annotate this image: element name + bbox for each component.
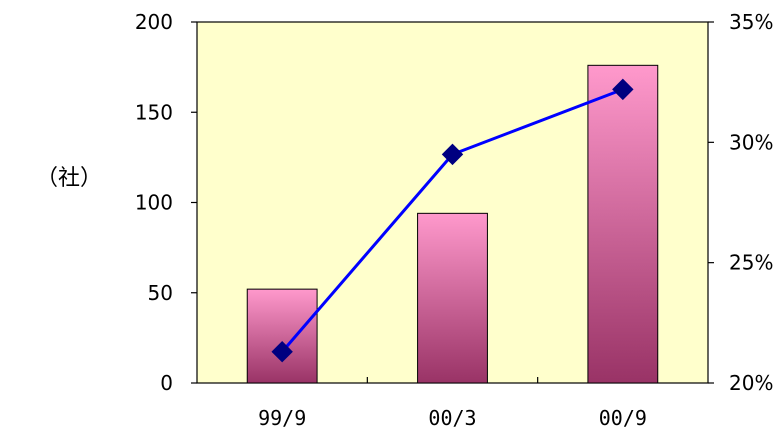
x-tick-label: 99/9 bbox=[258, 406, 306, 430]
x-tick-label: 00/9 bbox=[599, 406, 647, 430]
y-tick-label: 150 bbox=[135, 100, 173, 124]
y2-tick-label: 35% bbox=[729, 10, 773, 34]
line-point bbox=[271, 341, 293, 363]
bar bbox=[417, 212, 488, 384]
line-point bbox=[612, 78, 634, 101]
y-tick-label: 200 bbox=[135, 10, 173, 34]
bar bbox=[587, 64, 659, 384]
line-point bbox=[441, 143, 464, 166]
bar bbox=[246, 288, 318, 384]
y2-tick-label: 25% bbox=[729, 251, 773, 275]
y2-tick-label: 20% bbox=[729, 371, 773, 395]
y2-tick-label: 30% bbox=[729, 130, 773, 154]
y-tick-label: 100 bbox=[135, 191, 173, 215]
y-tick-label: 50 bbox=[148, 281, 173, 305]
y-axis-title: （社） bbox=[36, 166, 103, 191]
x-tick-label: 00/3 bbox=[428, 406, 476, 430]
y-tick-label: 0 bbox=[160, 371, 173, 395]
